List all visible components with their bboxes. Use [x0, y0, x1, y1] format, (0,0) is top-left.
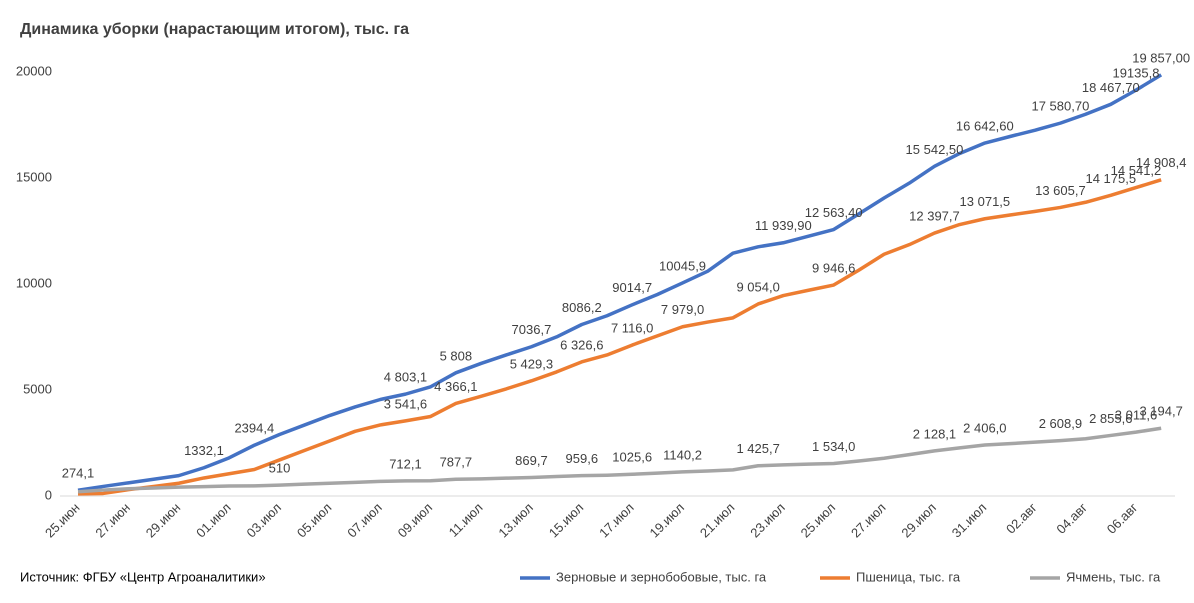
x-tick-label: 17.июл — [596, 500, 637, 541]
x-tick-label: 27.июн — [92, 500, 132, 540]
x-tick-label: 04.авг — [1053, 500, 1090, 537]
data-label: 6 326,6 — [560, 337, 603, 352]
x-tick-label: 15.июл — [546, 500, 587, 541]
series-line — [77, 426, 1162, 494]
data-label: 2 855,6 — [1089, 411, 1132, 426]
data-label: 9014,7 — [612, 280, 652, 295]
y-tick-label: 10000 — [16, 275, 52, 290]
legend-label: Зерновые и зернобобовые, тыс. га — [556, 569, 767, 584]
data-label: 17 580,70 — [1031, 99, 1089, 114]
data-label: 8086,2 — [562, 300, 602, 315]
x-tick-label: 29.июн — [143, 500, 183, 540]
data-label: 14 175,5 — [1085, 171, 1136, 186]
data-label: 10045,9 — [659, 258, 706, 273]
x-tick-label: 25.июл — [798, 500, 839, 541]
data-label: 9 946,6 — [812, 260, 855, 275]
x-tick-label: 19.июл — [647, 500, 688, 541]
data-label: 274,1 — [62, 466, 95, 481]
x-tick-label: 21.июл — [697, 500, 738, 541]
data-label: 712,1 — [389, 456, 422, 471]
data-label: 3 541,6 — [384, 396, 427, 411]
y-tick-label: 5000 — [23, 381, 52, 396]
x-tick-label: 13.июл — [495, 500, 536, 541]
data-label: 7 116,0 — [611, 321, 653, 336]
series-line — [77, 178, 1162, 496]
data-label: 15 542,50 — [906, 142, 964, 157]
legend-label: Пшеница, тыс. га — [856, 569, 961, 584]
data-label: 13 605,7 — [1035, 183, 1086, 198]
data-label: 2 608,9 — [1039, 416, 1082, 431]
data-label: 869,7 — [515, 453, 548, 468]
data-label: 5 808 — [440, 348, 473, 363]
data-label: 2 128,1 — [913, 426, 956, 441]
data-label: 9 054,0 — [736, 279, 779, 294]
legend-label: Ячмень, тыс. га — [1066, 569, 1161, 584]
x-tick-label: 27.июл — [848, 500, 889, 541]
source: Источник: ФГБУ «Центр Агроаналитики» — [20, 569, 266, 584]
data-label: 959,6 — [566, 451, 599, 466]
data-label: 510 — [269, 461, 291, 476]
data-label: 3 011,6 — [1115, 408, 1157, 423]
x-tick-label: 06.авг — [1104, 500, 1141, 537]
chart-title: Динамика уборки (нарастающим итогом), ты… — [20, 21, 409, 38]
data-label: 7 979,0 — [661, 302, 704, 317]
data-label: 4 366,1 — [434, 379, 477, 394]
x-tick-label: 23.июл — [747, 500, 788, 541]
data-label: 13 071,5 — [960, 194, 1011, 209]
data-label: 1 425,7 — [736, 441, 779, 456]
x-tick-label: 11.июл — [446, 500, 486, 540]
data-label: 19135,8 — [1112, 66, 1159, 81]
x-tick-label: 02.авг — [1003, 500, 1040, 537]
y-tick-label: 15000 — [16, 169, 52, 184]
x-tick-label: 31.июл — [949, 500, 990, 541]
data-label: 2394,4 — [234, 421, 274, 436]
data-label: 787,7 — [440, 455, 473, 470]
data-label: 1140,2 — [663, 447, 702, 462]
data-label: 1 534,0 — [812, 439, 855, 454]
data-label: 12 563,40 — [805, 205, 863, 220]
data-label: 14 908,4 — [1136, 155, 1187, 170]
data-label: 1332,1 — [184, 443, 224, 458]
y-tick-label: 0 — [45, 487, 52, 502]
data-label: 14 541,2 — [1111, 163, 1162, 178]
data-label: 7036,7 — [512, 322, 552, 337]
data-label: 11 939,90 — [755, 218, 812, 233]
y-tick-label: 20000 — [16, 63, 52, 78]
data-label: 5 429,3 — [510, 356, 553, 371]
x-tick-label: 03.июл — [243, 500, 284, 541]
data-label: 12 397,7 — [909, 208, 960, 223]
x-tick-label: 29.июл — [898, 500, 939, 541]
x-tick-label: 07.июл — [344, 500, 385, 541]
x-tick-label: 25.июн — [42, 500, 82, 540]
data-label: 3 194,7 — [1139, 404, 1182, 419]
x-tick-label: 05.июл — [294, 500, 335, 541]
data-label: 2 406,0 — [963, 420, 1006, 435]
data-label: 4 803,1 — [384, 370, 427, 385]
data-label: 19 857,00 — [1132, 50, 1190, 65]
data-label: 18 467,70 — [1082, 80, 1140, 95]
series-line — [77, 73, 1163, 492]
data-label: 16 642,60 — [956, 118, 1014, 133]
data-label: 1025,6 — [612, 450, 652, 465]
x-tick-label: 01.июл — [193, 500, 234, 541]
x-tick-label: 09.июл — [395, 500, 436, 541]
